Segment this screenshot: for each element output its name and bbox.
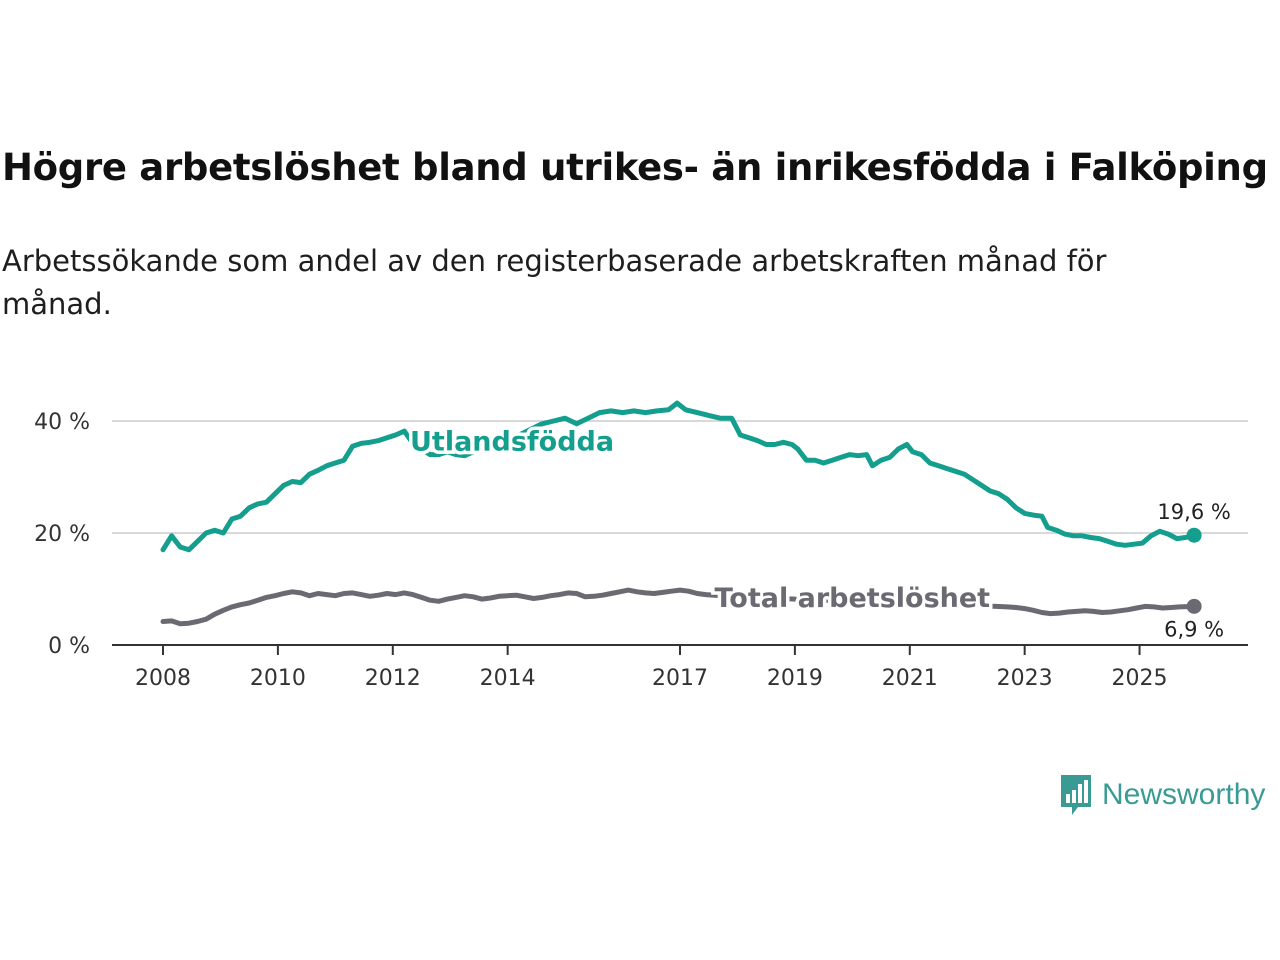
end-value-label-total: 6,9 % [1164,617,1224,641]
x-tick-label: 2017 [652,666,708,691]
chart-subtitle: Arbetssökande som andel av den registerb… [2,244,1107,321]
end-value-label-foreign-born: 19,6 % [1157,500,1230,524]
chart-title: Högre arbetslöshet bland utrikes- än inr… [2,146,1268,189]
series-label-total: Total arbetslöshet [714,583,990,614]
series-label-foreign-born: Utlandsfödda [410,427,614,458]
y-axis-ticks: 0 % 20 % 40 % [34,410,90,659]
line-chart: 0 % 20 % 40 % 2008 2010 2012 2014 2017 2019 2021… [34,400,1248,691]
series-line-foreign-born [160,400,1197,553]
x-tick-label: 2023 [997,666,1053,691]
y-tick-label: 40 % [34,410,90,435]
y-tick-label: 20 % [34,522,90,547]
x-tick-label: 2012 [365,666,421,691]
series-lines [160,400,1202,627]
series-end-point [1186,527,1202,543]
series-line-total [160,587,1197,627]
y-tick-label: 0 % [48,634,90,659]
brand-logo: Newsworthy [1058,772,1265,818]
brand-name: Newsworthy [1102,778,1266,811]
x-tick-label: 2025 [1112,666,1168,691]
x-tick-label: 2008 [135,666,191,691]
x-tick-label: 2010 [250,666,306,691]
x-axis-ticks: 2008 2010 2012 2014 2017 2019 2021 2023 2025 [135,645,1168,691]
newsworthy-logo-icon [1061,775,1091,815]
series-labels: Utlandsfödda Total arbetslöshet 19,6 % 6,9 … [407,423,1231,641]
x-tick-label: 2019 [767,666,823,691]
series-end-point [1186,598,1202,614]
x-tick-label: 2014 [480,666,536,691]
x-tick-label: 2021 [882,666,938,691]
